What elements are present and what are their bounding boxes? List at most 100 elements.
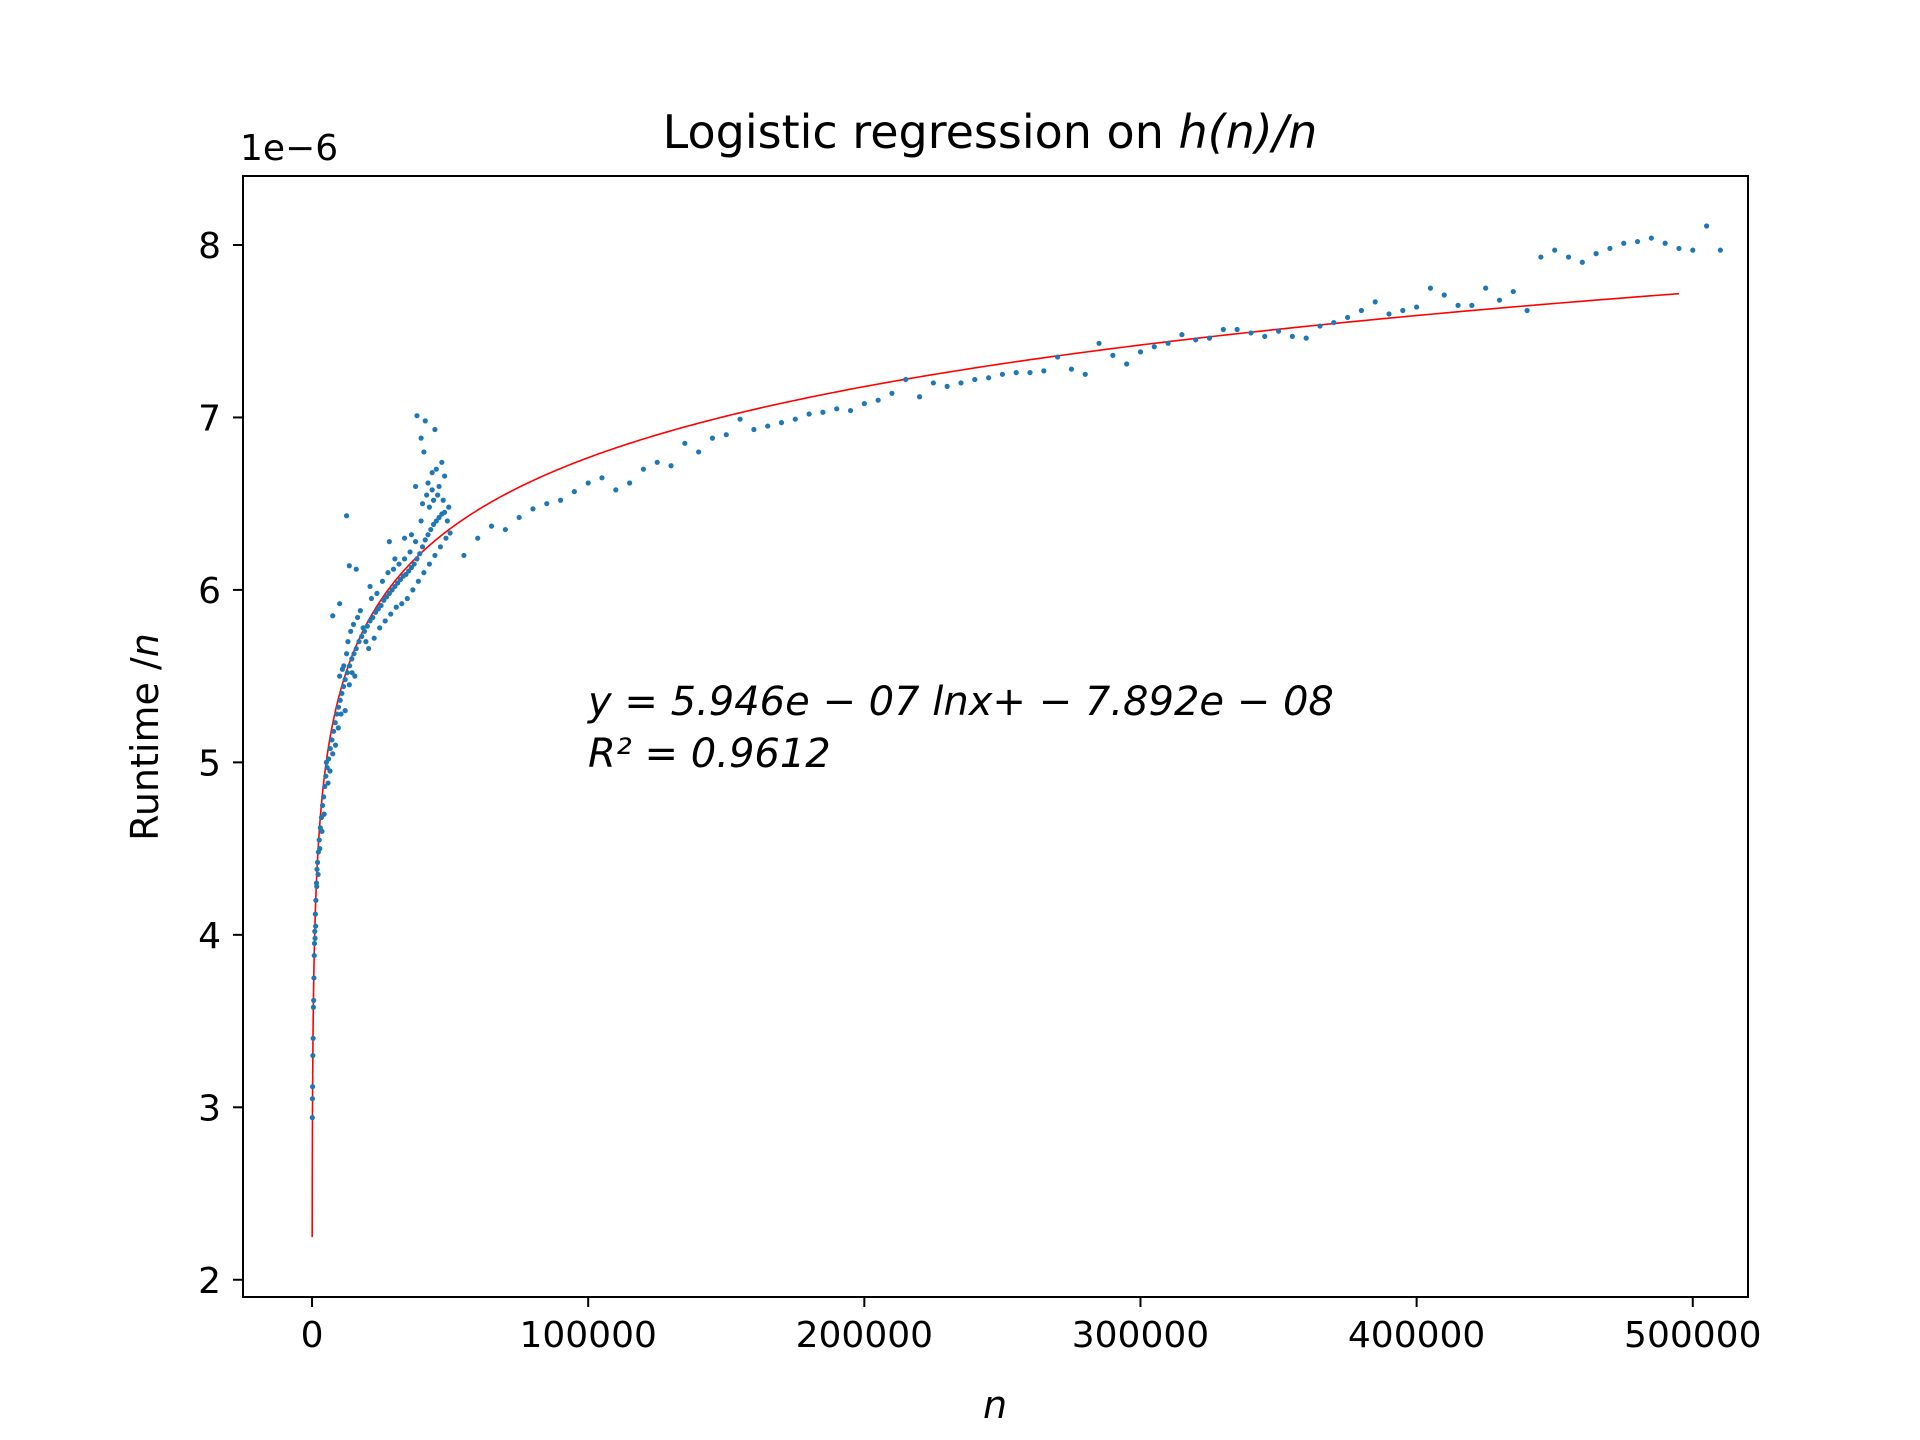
scatter-point — [363, 639, 369, 645]
scatter-point — [778, 420, 785, 426]
scatter-point — [436, 483, 442, 490]
scatter-point — [342, 676, 348, 683]
scatter-point — [311, 997, 317, 1003]
scatter-point — [390, 566, 397, 572]
scatter-point — [348, 628, 354, 634]
scatter-point — [346, 682, 352, 688]
scatter-point — [322, 783, 328, 790]
fit-r-squared: R² = 0.9612 — [588, 731, 831, 777]
scatter-point — [433, 466, 439, 472]
scatter-point — [1165, 340, 1171, 346]
scatter-point — [432, 426, 438, 433]
y-axis-label-math: n — [123, 633, 167, 657]
scatter-point — [386, 539, 392, 545]
scatter-point — [407, 549, 413, 555]
scatter-point — [327, 768, 333, 774]
scatter-point — [1386, 311, 1392, 317]
scatter-point — [1690, 247, 1696, 253]
scatter-point — [414, 556, 420, 562]
scatter-point — [419, 501, 426, 507]
scatter-point — [355, 614, 361, 621]
scatter-point — [1552, 247, 1558, 253]
scatter-point — [334, 711, 340, 717]
scatter-point — [350, 621, 357, 628]
scatter-point — [339, 666, 346, 672]
scatter-point — [319, 802, 326, 809]
scatter-point — [1372, 299, 1378, 305]
scatter-point — [613, 487, 619, 493]
scatter-point — [335, 704, 342, 710]
scatter-point — [475, 535, 481, 541]
scatter-point — [422, 537, 428, 543]
scatter-point — [1344, 314, 1351, 321]
scatter-point — [321, 811, 327, 817]
scatter-point — [426, 561, 432, 567]
scatter-point — [412, 483, 419, 490]
scatter-point — [1275, 328, 1282, 334]
scatter-point — [1220, 326, 1226, 333]
scatter-point — [342, 708, 348, 714]
scatter-point — [972, 376, 978, 383]
scatter-point — [401, 556, 408, 562]
scatter-point — [930, 380, 936, 386]
scatter-point — [627, 480, 633, 486]
scatter-point — [310, 1004, 317, 1010]
y-axis-label: Runtime /n — [123, 633, 167, 841]
scatter-point — [1262, 333, 1268, 339]
y-axis-label-text: Runtime / — [123, 657, 167, 841]
scatter-point — [404, 595, 410, 602]
scatter-point — [360, 625, 366, 631]
scatter-point — [321, 794, 327, 800]
scatter-point — [640, 466, 647, 472]
scatter-point — [351, 651, 357, 657]
scatter-point — [1524, 307, 1530, 314]
scatter-point — [696, 449, 702, 455]
scatter-point — [599, 475, 605, 481]
scatter-point — [1248, 330, 1254, 336]
scatter-point — [330, 751, 336, 757]
scatter-point — [1206, 335, 1213, 341]
scatter-point — [903, 376, 909, 383]
scatter-point — [1441, 292, 1447, 298]
scatter-point — [312, 911, 318, 917]
scatter-point — [1027, 370, 1033, 376]
scatter-point — [1427, 285, 1434, 291]
scatter-point — [385, 570, 391, 576]
scatter-point — [1579, 259, 1585, 265]
scatter-point — [1400, 307, 1406, 314]
scatter-point — [314, 866, 320, 872]
scatter-point — [1124, 361, 1130, 367]
scatter-point — [1110, 352, 1116, 358]
scatter-point — [340, 683, 347, 690]
scatter-point — [417, 551, 423, 557]
scatter-point — [392, 556, 398, 562]
scatter-point — [875, 397, 881, 403]
scatter-point — [820, 409, 826, 415]
scatter-point — [368, 595, 375, 602]
scatter-point — [332, 720, 338, 726]
scatter-point — [435, 492, 441, 498]
scatter-layer — [309, 223, 1723, 1121]
scatter-point — [311, 975, 317, 981]
scatter-point — [313, 897, 319, 903]
y-tick-label: 7 — [198, 398, 221, 439]
scatter-point — [1469, 302, 1475, 308]
scatter-point — [330, 613, 336, 619]
x-axis: 0 100000 200000 300000 400000 500000 — [301, 1297, 1761, 1356]
scatter-point — [709, 435, 716, 441]
scatter-point — [1607, 245, 1613, 252]
scatter-point — [1676, 245, 1682, 252]
x-tick-label: 400000 — [1348, 1315, 1485, 1356]
scatter-point — [668, 463, 674, 469]
scatter-point — [426, 504, 432, 510]
chart-title-math: h(n)/n — [1178, 105, 1317, 159]
scatter-point — [411, 561, 417, 567]
scatter-point — [861, 401, 867, 407]
scatter-point — [418, 518, 424, 524]
scatter-point — [654, 459, 660, 465]
scatter-point — [382, 618, 388, 624]
scatter-point — [1151, 344, 1157, 350]
plot-frame — [242, 175, 1749, 1298]
scatter-point — [1303, 335, 1309, 341]
